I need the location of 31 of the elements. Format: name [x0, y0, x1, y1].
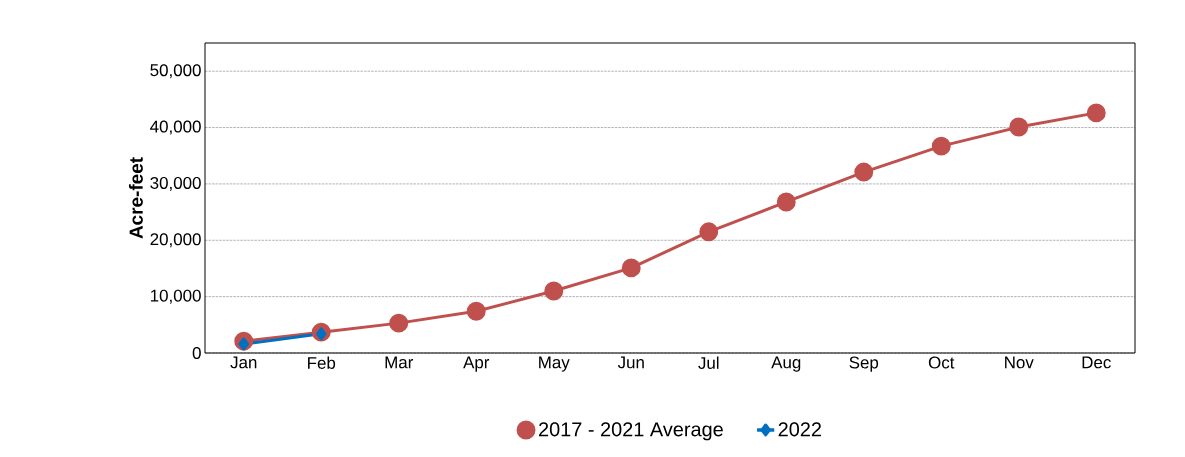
legend-label: 2022: [778, 422, 821, 437]
y-tick-label: 40,000: [150, 120, 201, 135]
y-tick-label: 20,000: [150, 233, 201, 248]
y-axis-title: Acre-feet: [128, 157, 143, 239]
y-tick-label: 30,000: [150, 176, 201, 191]
point: [544, 281, 564, 301]
x-tick-label: Mar: [385, 356, 414, 369]
x-tick-label: Feb: [308, 356, 336, 369]
y-tick-label: 0: [192, 347, 201, 359]
point: [776, 192, 796, 212]
x-tick-label: Dec: [1082, 356, 1111, 369]
point: [389, 313, 409, 333]
y-tick-label: 10,000: [150, 289, 201, 304]
point: [931, 136, 951, 156]
point: [621, 258, 641, 278]
x-tick-label: Jul: [698, 356, 719, 369]
x-tick-label: Apr: [463, 356, 490, 372]
point: [466, 301, 486, 321]
x-tick-label: Oct: [928, 356, 955, 369]
point: [1009, 117, 1029, 137]
x-tick-label: Jan: [230, 356, 257, 369]
x-tick-label: May: [539, 356, 570, 372]
x-tick-label: Jun: [617, 356, 644, 369]
y-tick-label: 50,000: [150, 64, 201, 79]
point: [699, 222, 719, 242]
point: [854, 162, 874, 182]
point: [1086, 103, 1106, 123]
x-tick-label: Nov: [1005, 356, 1034, 369]
x-tick-label: Aug: [771, 356, 801, 372]
x-tick-label: Sep: [849, 356, 879, 372]
legend-label: 2017 - 2021 Average: [539, 422, 723, 441]
